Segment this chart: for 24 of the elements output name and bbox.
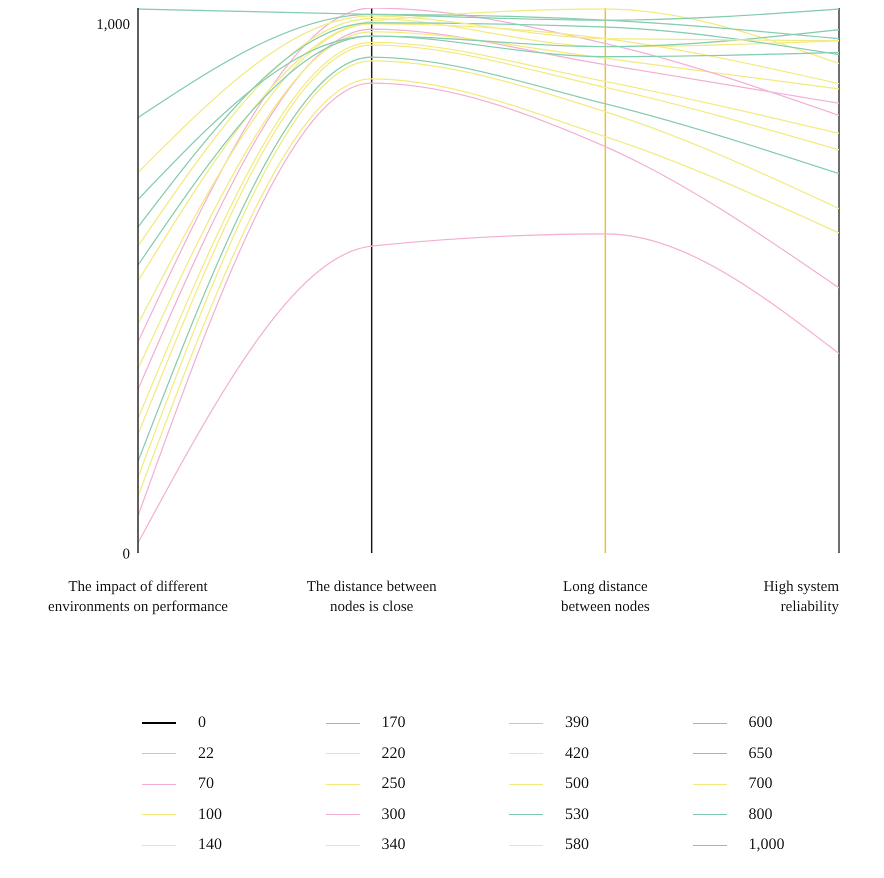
legend-label: 100 (198, 806, 222, 824)
legend-label: 800 (748, 806, 772, 824)
legend-label: 70 (198, 775, 214, 794)
x-tick-label: The impact of different environments on performance (48, 579, 228, 615)
legend-label: 220 (382, 744, 406, 763)
legend-label: 700 (748, 775, 772, 794)
legend-label: 340 (382, 836, 406, 854)
x-tick-label: High system reliability (764, 579, 840, 615)
legend-label: 250 (382, 775, 406, 794)
legend-label: 170 (382, 714, 406, 732)
legend-label: 420 (565, 744, 589, 763)
legend-label: 500 (565, 775, 589, 794)
legend-label: 530 (565, 806, 589, 824)
legend-label: 600 (748, 714, 772, 732)
legend-label: 1,000 (748, 836, 784, 854)
x-tick-label: Long distance between nodes (560, 579, 650, 615)
legend-label: 650 (748, 744, 772, 763)
legend-label: 390 (565, 714, 589, 732)
x-tick-label: The distance between nodes is close (306, 579, 438, 615)
legend-label: 140 (198, 836, 222, 854)
legend-label: 0 (198, 714, 206, 732)
legend-label: 300 (382, 806, 406, 824)
legend-label: 22 (198, 744, 214, 763)
legend-label: 580 (565, 836, 589, 854)
